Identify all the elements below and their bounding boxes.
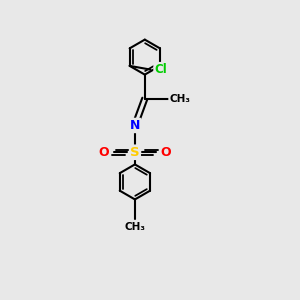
Text: CH₃: CH₃: [124, 222, 146, 232]
Text: Cl: Cl: [154, 63, 167, 76]
Text: N: N: [130, 119, 140, 132]
Text: S: S: [130, 146, 140, 159]
Text: O: O: [98, 146, 109, 159]
Text: O: O: [161, 146, 171, 159]
Text: CH₃: CH₃: [169, 94, 190, 103]
